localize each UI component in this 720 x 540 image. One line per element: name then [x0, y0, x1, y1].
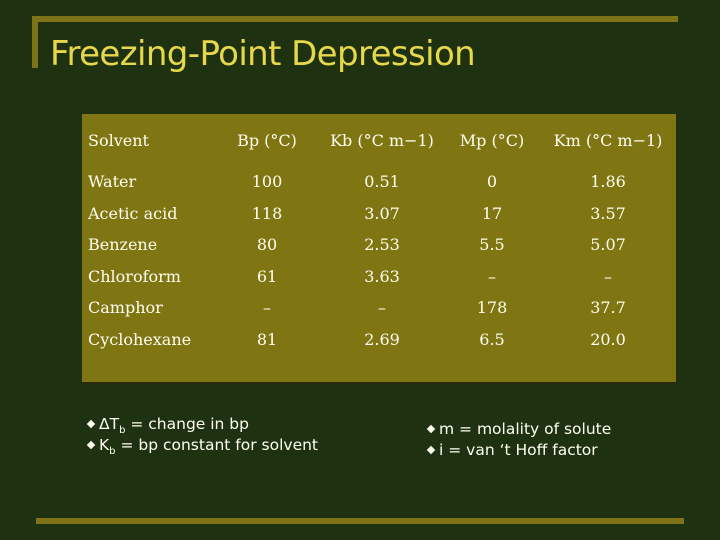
title-bracket-vertical [32, 16, 38, 68]
cell-bp: – [263, 298, 271, 318]
cell-km: 20.0 [590, 329, 626, 349]
note-vant-hoff: i = van ‘t Hoff factor [426, 440, 598, 460]
cell-mp: 5.5 [479, 235, 505, 255]
diamond-bullet-icon [86, 419, 96, 429]
table-header-row: Solvent Bp (°C) Kb (°C m−1) Mp (°C) Km (… [82, 114, 676, 166]
diamond-bullet-icon [426, 424, 436, 434]
table-row: Cyclohexane 81 2.69 6.5 20.0 [82, 324, 676, 356]
cell-kb: 0.51 [364, 172, 400, 192]
cell-km: 3.57 [590, 203, 626, 223]
note-text: = bp constant for solvent [115, 436, 318, 454]
cell-bp: 81 [256, 329, 278, 349]
table-row: Acetic acid 118 3.07 17 3.57 [82, 198, 676, 230]
solvent-table-panel: Solvent Bp (°C) Kb (°C m−1) Mp (°C) Km (… [82, 114, 676, 382]
header-solvent: Solvent [88, 130, 149, 150]
cell-km: 1.86 [590, 172, 626, 192]
cell-bp: 100 [251, 172, 283, 192]
header-kb: Kb (°C m−1) [330, 130, 434, 150]
solvent-table: Solvent Bp (°C) Kb (°C m−1) Mp (°C) Km (… [82, 114, 676, 355]
note-symbol: K [99, 436, 110, 454]
note-subscript: b [119, 425, 126, 437]
title-bracket-horizontal [32, 16, 678, 22]
notes-area: ΔTb = change in bp Kb = bp constant for … [86, 414, 648, 464]
note-molality: m = molality of solute [426, 419, 612, 439]
header-mp: Mp (°C) [459, 130, 525, 150]
cell-solvent: Benzene [88, 235, 158, 255]
page-title: Freezing-Point Depression [50, 34, 476, 74]
note-text: = change in bp [125, 415, 249, 433]
cell-mp: 178 [476, 298, 508, 318]
cell-kb: 3.07 [364, 203, 400, 223]
cell-bp: 80 [256, 235, 278, 255]
cell-solvent: Water [88, 172, 137, 192]
note-subscript: b [109, 446, 116, 458]
cell-kb: – [378, 298, 386, 318]
header-km: Km (°C m−1) [553, 130, 663, 150]
note-symbol: ΔT [99, 415, 120, 433]
cell-mp: – [488, 266, 496, 286]
cell-bp: 61 [256, 266, 278, 286]
table-row: Camphor – – 178 37.7 [82, 292, 676, 324]
note-text: i = van ‘t Hoff factor [439, 441, 598, 459]
cell-km: 5.07 [590, 235, 626, 255]
cell-solvent: Cyclohexane [88, 329, 192, 349]
bottom-rule [36, 518, 684, 524]
note-kb: Kb = bp constant for solvent [86, 435, 318, 462]
cell-km: – [604, 266, 612, 286]
cell-mp: 6.5 [479, 329, 505, 349]
table-row: Water 100 0.51 0 1.86 [82, 166, 676, 198]
cell-kb: 2.53 [364, 235, 400, 255]
note-text: m = molality of solute [439, 420, 612, 438]
diamond-bullet-icon [426, 445, 436, 455]
cell-kb: 3.63 [364, 266, 400, 286]
cell-km: 37.7 [590, 298, 626, 318]
table-row: Benzene 80 2.53 5.5 5.07 [82, 229, 676, 261]
table-row: Chloroform 61 3.63 – – [82, 261, 676, 293]
cell-mp: 0 [486, 172, 498, 192]
cell-solvent: Chloroform [88, 266, 181, 286]
cell-mp: 17 [481, 203, 503, 223]
header-bp: Bp (°C) [237, 130, 297, 150]
cell-bp: 118 [251, 203, 283, 223]
note-delta-tb: ΔTb = change in bp [86, 414, 249, 441]
cell-solvent: Camphor [88, 298, 163, 318]
cell-kb: 2.69 [364, 329, 400, 349]
diamond-bullet-icon [86, 440, 96, 450]
cell-solvent: Acetic acid [88, 203, 178, 223]
